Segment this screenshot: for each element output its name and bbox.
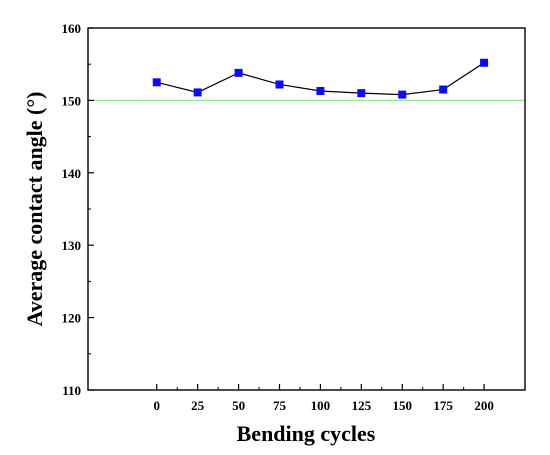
data-point-marker [152, 78, 161, 87]
series-layer [152, 58, 489, 99]
x-tick-label: 50 [232, 398, 245, 413]
data-point-marker [193, 88, 202, 97]
data-point-marker [357, 89, 366, 98]
x-tick-label: 25 [191, 398, 205, 413]
ticks-layer [88, 27, 485, 391]
y-tick-label: 130 [62, 238, 82, 253]
y-tick-label: 120 [62, 311, 82, 326]
data-point-marker [480, 58, 489, 67]
y-axis-title: Average contact angle (°) [22, 91, 47, 326]
y-tick-label: 160 [62, 21, 82, 36]
x-tick-label: 175 [433, 398, 453, 413]
y-tick-label: 110 [62, 383, 81, 398]
x-tick-label: 0 [153, 398, 160, 413]
data-point-marker [316, 86, 325, 95]
data-point-marker [398, 90, 407, 99]
x-tick-label: 200 [474, 398, 494, 413]
y-tick-labels: 110 120 130 140 150 160 [62, 21, 82, 398]
x-tick-label: 150 [392, 398, 412, 413]
y-tick-label: 150 [62, 93, 82, 108]
x-tick-label: 100 [311, 398, 331, 413]
y-tick-label: 140 [62, 166, 82, 181]
data-point-marker [275, 80, 284, 89]
x-tick-label: 75 [273, 398, 287, 413]
data-point-marker [234, 68, 243, 77]
x-axis-title: Bending cycles [237, 421, 376, 446]
x-tick-label: 125 [352, 398, 372, 413]
x-tick-labels: 0 25 50 75 100 125 150 175 200 [153, 398, 493, 413]
data-point-marker [439, 85, 448, 94]
